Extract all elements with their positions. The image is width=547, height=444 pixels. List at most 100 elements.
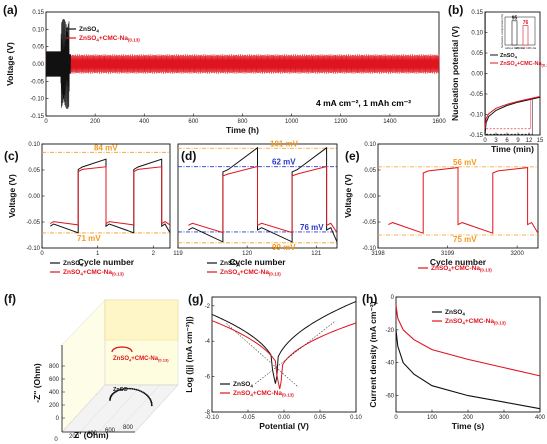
y-tick-label: 0.10 bbox=[364, 142, 376, 148]
y-tick-label: -0.10 bbox=[26, 246, 40, 252]
y-tick-label: -0.05 bbox=[362, 220, 376, 226]
legend-cmc: ZnSO4+CMC-Na(0.13) bbox=[220, 269, 281, 277]
y-tick-label: 0 bbox=[391, 295, 395, 301]
y-tick-label: 600 bbox=[49, 377, 60, 383]
x-tick-label: 120 bbox=[242, 251, 253, 257]
legend-text-part: ZnSO bbox=[63, 269, 80, 276]
legend-text-part: 4 bbox=[462, 321, 465, 326]
x-tick-label: 0 bbox=[483, 138, 487, 144]
legend-text-part: ZnSO bbox=[113, 356, 129, 362]
panel-label: (h) bbox=[362, 292, 377, 306]
x-tick-label: 3199 bbox=[441, 251, 455, 257]
x-tick-label: 0.05 bbox=[314, 415, 326, 421]
x-axis-label: Time (h) bbox=[226, 125, 259, 135]
legend-text-part: (0.13) bbox=[158, 358, 169, 363]
overpotential-label: 75 mV bbox=[453, 235, 477, 244]
nyquist-point-znso4 bbox=[138, 389, 141, 392]
x-tick-label: 800 bbox=[237, 119, 248, 125]
x-tick-label: 0 bbox=[40, 251, 44, 257]
floor-grid bbox=[61, 384, 106, 433]
x-tick-label: 300 bbox=[499, 415, 510, 421]
y-tick-label: 0 bbox=[56, 416, 60, 422]
nyquist-point-znso4 bbox=[126, 387, 129, 390]
nyquist-point-znso4 bbox=[116, 389, 119, 392]
x-tick-label: 100 bbox=[427, 415, 438, 421]
legend-text-part: ZnSO bbox=[233, 390, 250, 397]
y-tick-label: 0.10 bbox=[471, 31, 483, 37]
panel-g: -0.10 -0.05 0.00 0.05 0.10 -2 -4 -6 -8 (g) Potenti… bbox=[184, 292, 362, 431]
floor-grid bbox=[134, 384, 179, 433]
x-tick-label: 400 bbox=[535, 415, 546, 421]
y-tick-label: 0.05 bbox=[28, 168, 40, 174]
x-tick-label: 12 bbox=[526, 138, 533, 144]
x-tick-label: 1000 bbox=[285, 119, 299, 125]
y-tick-label: -0.15 bbox=[469, 133, 483, 139]
x-tick-label: 0.00 bbox=[278, 415, 290, 421]
nyquist-point-znso4 bbox=[150, 404, 153, 407]
label-cmc: ZnSO4+CMC-Na(0.13) bbox=[113, 356, 169, 363]
panel-label: (e) bbox=[345, 149, 360, 163]
tafel-cmc bbox=[211, 320, 357, 390]
overpotential-label: 62 mV bbox=[272, 158, 296, 167]
x-tick-label: 400 bbox=[87, 431, 98, 437]
legend-znso4: ZnSO4 bbox=[79, 26, 99, 34]
legend-text-part: 4 bbox=[515, 55, 518, 60]
x-axis-label: Cycle number bbox=[229, 257, 286, 267]
inset-category: with 0.13 CMC-Na bbox=[515, 46, 537, 50]
nyquist-point-znso4 bbox=[124, 387, 127, 390]
nyquist-point-znso4 bbox=[135, 388, 138, 391]
y-tick-label: 200 bbox=[49, 403, 60, 409]
legend-text-part: 4 bbox=[80, 263, 83, 268]
tafel-fit-line bbox=[255, 321, 335, 384]
x-tick-label: 9 bbox=[516, 138, 520, 144]
y-tick-label: -0.10 bbox=[469, 113, 483, 119]
series-cmc-curve bbox=[484, 96, 541, 129]
legend-text-part: ZnSO bbox=[63, 260, 80, 267]
legend-cmc: ZnSO4+CMC-Na(0.13) bbox=[79, 35, 140, 43]
legend-text-part: (0.13) bbox=[494, 321, 506, 326]
panel-label: (b) bbox=[448, 3, 463, 17]
floor-grid bbox=[80, 384, 124, 433]
x-tick-label: 600 bbox=[188, 119, 199, 125]
y-tick-label: 0.15 bbox=[471, 10, 483, 16]
y-tick-label: 0.00 bbox=[28, 194, 40, 200]
legend-cmc: ZnSO4+CMC-Na(0.13) bbox=[63, 269, 124, 277]
x-axis-label: Cycle number bbox=[78, 257, 135, 267]
y-tick-label: -0.15 bbox=[30, 114, 44, 120]
y-tick-label: 0.15 bbox=[32, 10, 44, 16]
panel-c: 84 mV 71 mV 0 1 2 -0.10 -0.05 0.00 0.05 0.10 Cycle… bbox=[4, 142, 171, 277]
legend-text-part: 4 bbox=[462, 312, 465, 317]
y-tick-label: 0.05 bbox=[364, 168, 376, 174]
y-tick-label: 0.10 bbox=[28, 142, 40, 148]
nyquist-point-znso4 bbox=[150, 401, 153, 404]
current-trace-cmc bbox=[395, 305, 541, 377]
nyquist-point-znso4 bbox=[147, 395, 149, 398]
inset-frame bbox=[504, 16, 536, 46]
y-tick-label: -40 bbox=[385, 361, 394, 367]
legend-text-part: ZnSO bbox=[500, 61, 515, 67]
y-tick-label: -20 bbox=[385, 328, 394, 334]
x-tick-label: 1400 bbox=[383, 119, 397, 125]
nyquist-point-znso4 bbox=[133, 388, 136, 391]
x-axis-label: Time (s) bbox=[452, 421, 485, 431]
x-tick-label: 800 bbox=[123, 425, 134, 431]
x-tick-label: 6 bbox=[505, 138, 509, 144]
legend-text-part: +CMC-Na bbox=[465, 318, 494, 325]
tafel-znso4 bbox=[211, 300, 357, 384]
panel-a: 0 200 400 600 800 1000 1200 1400 1600 -0.15 -0.10 -… bbox=[3, 3, 446, 135]
series-cmc-trace bbox=[45, 54, 440, 74]
inset-category: without CMC-Na bbox=[505, 46, 525, 50]
y-axis-label: Nucleation potential (V) bbox=[450, 26, 460, 121]
y-tick-label: -8 bbox=[205, 410, 211, 416]
legend-text-part: +CMC-Na bbox=[240, 269, 269, 276]
legend-text-part: (0.13) bbox=[542, 63, 547, 68]
overpotential-label: 76 mV bbox=[300, 223, 324, 232]
y-tick-label: -60 bbox=[385, 394, 394, 400]
x-tick-label: 15 bbox=[537, 138, 544, 144]
nyquist-point-znso4 bbox=[140, 390, 143, 393]
x-tick-label: 1600 bbox=[432, 119, 446, 125]
y-tick-label: 400 bbox=[49, 390, 60, 396]
legend-znso4: ZnSO4 bbox=[63, 260, 83, 268]
legend-text-part: 4 bbox=[250, 384, 253, 389]
